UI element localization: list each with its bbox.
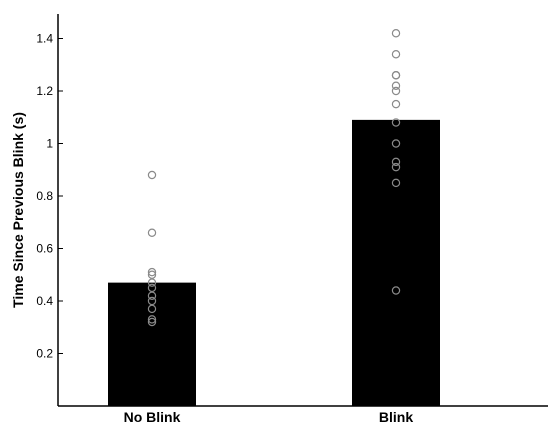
data-point bbox=[391, 162, 401, 172]
data-point bbox=[391, 99, 401, 109]
data-points bbox=[147, 29, 401, 327]
data-point bbox=[391, 118, 401, 127]
data-point bbox=[391, 178, 401, 188]
data-point bbox=[147, 270, 157, 279]
y-axis-label: Time Since Previous Blink (s) bbox=[10, 112, 26, 308]
data-point bbox=[391, 157, 401, 167]
y-tick-label: 0.4 bbox=[36, 294, 53, 308]
data-point bbox=[147, 291, 157, 300]
data-point bbox=[147, 267, 157, 277]
y-tick-label: 0.8 bbox=[36, 189, 53, 203]
bar-blink bbox=[352, 119, 440, 406]
data-point bbox=[391, 139, 401, 148]
data-point bbox=[391, 71, 401, 80]
data-point bbox=[147, 278, 157, 287]
x-categories: No Blink Blink bbox=[124, 409, 414, 425]
data-point bbox=[391, 286, 401, 295]
data-point bbox=[147, 170, 157, 180]
data-point bbox=[147, 317, 157, 327]
data-point bbox=[147, 304, 157, 314]
data-point bbox=[391, 29, 401, 38]
data-point bbox=[147, 283, 157, 293]
bar-no-blink bbox=[108, 282, 196, 406]
y-tick-label: 1.2 bbox=[36, 84, 53, 98]
x-category-label: Blink bbox=[379, 409, 413, 425]
y-tick-label: 1 bbox=[46, 137, 53, 151]
y-tick-label: 0.2 bbox=[36, 347, 53, 361]
data-point bbox=[391, 81, 401, 90]
x-category-label: No Blink bbox=[124, 409, 181, 425]
data-point bbox=[147, 315, 157, 324]
y-tick-label: 0.6 bbox=[36, 242, 53, 256]
bars bbox=[108, 119, 440, 406]
data-point bbox=[391, 86, 401, 96]
data-point bbox=[147, 296, 157, 306]
y-ticks: 0.2 0.4 0.6 0.8 1 1.2 1.4 bbox=[36, 32, 63, 361]
y-tick-label: 1.4 bbox=[36, 32, 53, 46]
data-point bbox=[147, 228, 157, 237]
data-point bbox=[391, 50, 401, 59]
